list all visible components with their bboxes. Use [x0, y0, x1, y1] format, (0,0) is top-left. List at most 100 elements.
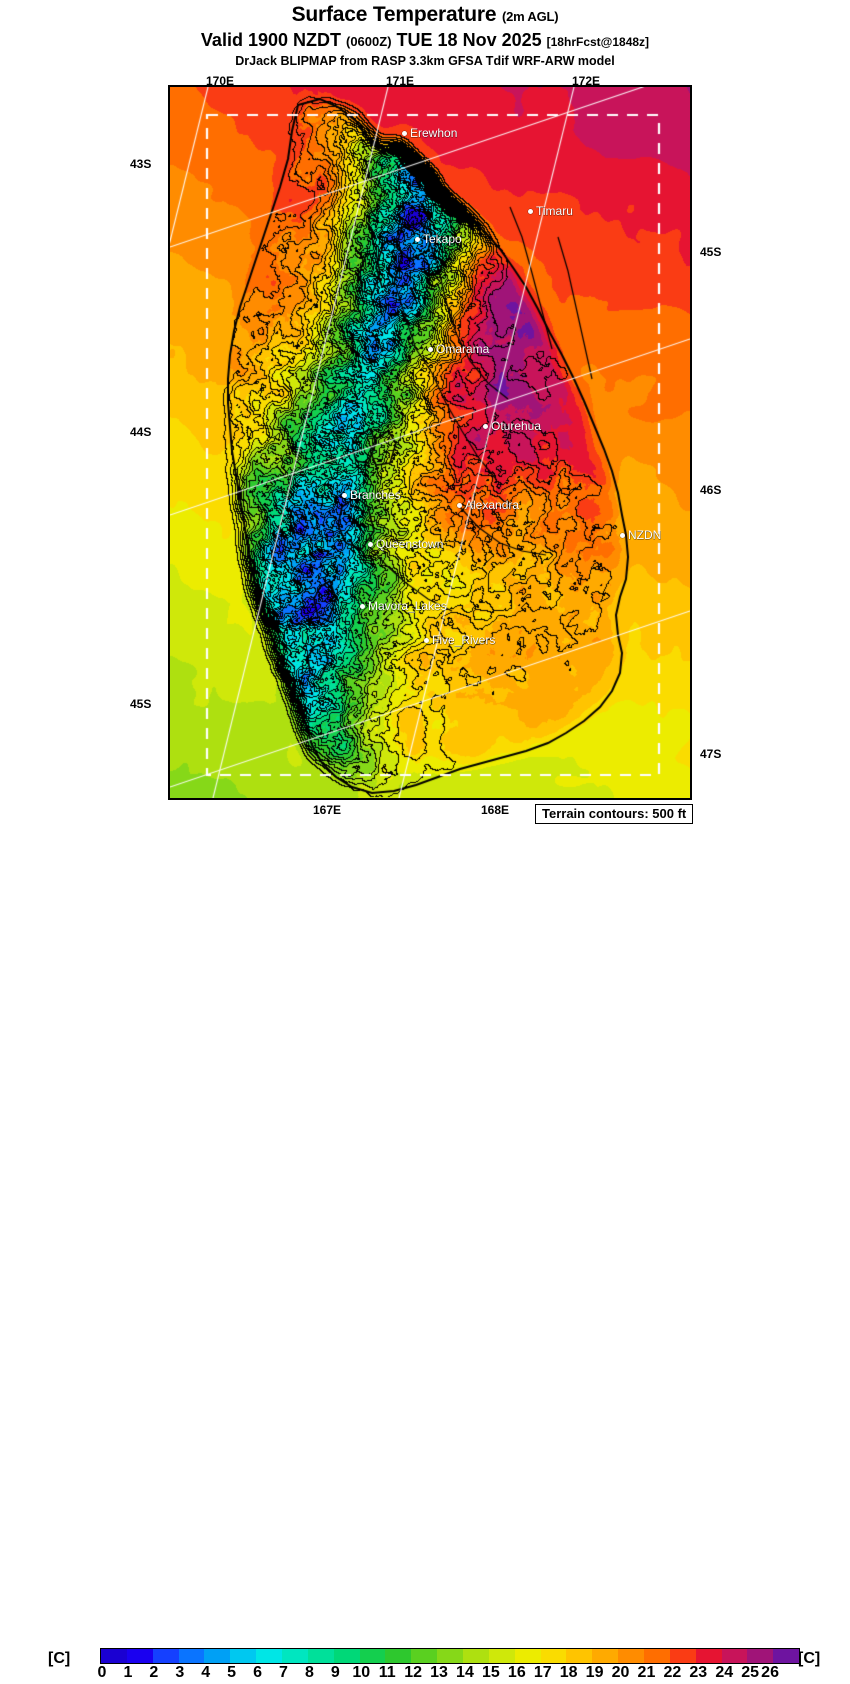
colorbar-segment: [669, 1649, 696, 1663]
city-dot-icon: [360, 604, 365, 609]
colorbar-segment: [359, 1649, 386, 1663]
city-dot-icon: [483, 424, 488, 429]
colorbar-tick: 21: [637, 1664, 656, 1681]
colorbar-tick: 14: [456, 1664, 474, 1681]
colorbar-segment: [773, 1649, 800, 1663]
colorbar-tick: 19: [585, 1664, 604, 1681]
colorbar-tick: 10: [352, 1664, 371, 1681]
valid-date: TUE 18 Nov 2025: [396, 30, 542, 50]
colorbar-segment: [747, 1649, 774, 1663]
colorbar-segment: [540, 1649, 567, 1663]
colorbar-section: [C] [C] 0 1 2 3 4 5 6 7 8 9 10 11 12 13 14 15 16 17 18 19 20…: [0, 822, 850, 1681]
colorbar-segment: [514, 1649, 541, 1663]
city-label: NZDN: [628, 528, 662, 542]
colorbar-tick: 9: [330, 1664, 340, 1681]
colorbar-tick: 11: [378, 1664, 396, 1681]
graticule-label-lat-right: 45S: [700, 245, 722, 259]
colorbar-tick: 7: [279, 1664, 288, 1681]
city-label: Oturehua: [491, 419, 542, 433]
city-label: Alexandra: [465, 498, 520, 512]
colorbar-tick: 12: [404, 1664, 423, 1681]
city-dot-icon: [402, 131, 407, 136]
map-frame[interactable]: Erewhon Timaru Tekapo Omarama Oturehua Branch…: [168, 85, 692, 800]
city-dot-icon: [620, 533, 625, 538]
valid-time-line: Valid 1900 NZDT (0600Z) TUE 18 Nov 2025 …: [0, 30, 850, 51]
temperature-colorbar[interactable]: [100, 1648, 800, 1664]
city-label: Omarama: [436, 342, 490, 356]
city-label: Five_Rivers: [432, 633, 496, 647]
city-label: Tekapo: [423, 232, 462, 246]
colorbar-tick: 6: [253, 1664, 262, 1681]
model-description: DrJack BLIPMAP from RASP 3.3km GFSA Tdif…: [235, 54, 615, 68]
colorbar-tick: 8: [304, 1664, 314, 1681]
colorbar-segment: [307, 1649, 334, 1663]
city-dot-icon: [457, 503, 462, 508]
colorbar-segment: [178, 1649, 205, 1663]
colorbar-segment: [695, 1649, 722, 1663]
city-dot-icon: [415, 237, 420, 242]
colorbar-segment: [230, 1649, 257, 1663]
colorbar-segment: [101, 1649, 127, 1663]
valid-local-time: Valid 1900 NZDT: [200, 30, 341, 50]
colorbar-tick: 16: [507, 1664, 526, 1681]
colorbar-tick: 4: [201, 1664, 211, 1681]
colorbar-tick: 0: [97, 1664, 107, 1681]
colorbar-unit-left: [C]: [48, 1650, 71, 1667]
temperature-heatmap[interactable]: [170, 87, 690, 798]
header: Surface Temperature (2m AGL) Valid 1900 …: [0, 0, 850, 68]
colorbar-segment: [152, 1649, 179, 1663]
forecast-hour-tag: [18hrFcst@1848z]: [546, 35, 650, 49]
colorbar-tick: 26: [761, 1664, 779, 1681]
graticule-label-lon-top: 171E: [386, 74, 415, 88]
valid-utc-time: (0600Z): [346, 34, 392, 49]
colorbar-segment: [437, 1649, 464, 1663]
city-label: Branches: [350, 488, 401, 502]
page-title: Surface Temperature (2m AGL): [0, 3, 850, 27]
city-dot-icon: [368, 542, 373, 547]
colorbar-tick: 13: [430, 1664, 448, 1681]
colorbar-segment: [126, 1649, 153, 1663]
graticule-label-lon-top: 172E: [572, 74, 601, 88]
colorbar-tick: 5: [227, 1664, 237, 1681]
city-label: Erewhon: [410, 126, 458, 140]
city-dot-icon: [342, 493, 347, 498]
colorbar-tick: 23: [689, 1664, 708, 1681]
colorbar-tick: 24: [715, 1664, 734, 1681]
colorbar-tick: 25: [741, 1664, 760, 1681]
colorbar-segment: [488, 1649, 515, 1663]
colorbar-segment: [282, 1649, 308, 1663]
graticule-label-lat-right: 46S: [700, 483, 722, 497]
colorbar-segment: [385, 1649, 412, 1663]
colorbar-segment: [592, 1649, 619, 1663]
colorbar-tick: 20: [611, 1664, 630, 1681]
city-label: Queenstown: [376, 537, 444, 551]
colorbar-segment: [566, 1649, 593, 1663]
colorbar-segment: [721, 1649, 748, 1663]
colorbar-tick: 18: [559, 1664, 578, 1681]
city-dot-icon: [424, 638, 429, 643]
colorbar-segment: [411, 1649, 438, 1663]
colorbar-segment: [618, 1649, 645, 1663]
graticule-label-lat-left: 43S: [130, 157, 152, 171]
title-main: Surface Temperature: [291, 3, 497, 26]
colorbar-tick: 17: [533, 1664, 552, 1681]
city-dot-icon: [428, 347, 433, 352]
colorbar-tick: 2: [149, 1664, 159, 1681]
graticule-label-lon-bottom: 168E: [481, 803, 510, 817]
colorbar-tick: 22: [663, 1664, 682, 1681]
colorbar-tick: 15: [481, 1664, 500, 1681]
city-dot-icon: [528, 209, 533, 214]
title-suffix: (2m AGL): [501, 9, 559, 24]
graticule-label-lon-bottom: 167E: [313, 803, 342, 817]
city-label: Timaru: [536, 204, 573, 218]
colorbar-unit-right: [C]: [798, 1650, 821, 1667]
colorbar-segment: [644, 1649, 670, 1663]
colorbar-tick: 1: [123, 1664, 133, 1681]
graticule-label-lat-right: 47S: [700, 747, 722, 761]
city-label: Mavora_Lakes: [368, 599, 447, 613]
colorbar-tick: 3: [175, 1664, 185, 1681]
colorbar-segment: [463, 1649, 489, 1663]
graticule-label-lon-top: 170E: [206, 74, 235, 88]
colorbar-segment: [333, 1649, 360, 1663]
colorbar-tick-labels: 0 1 2 3 4 5 6 7 8 9 10 11 12 13 14 15 16 17 18 19 20 21 22 23 24…: [97, 1664, 800, 1684]
